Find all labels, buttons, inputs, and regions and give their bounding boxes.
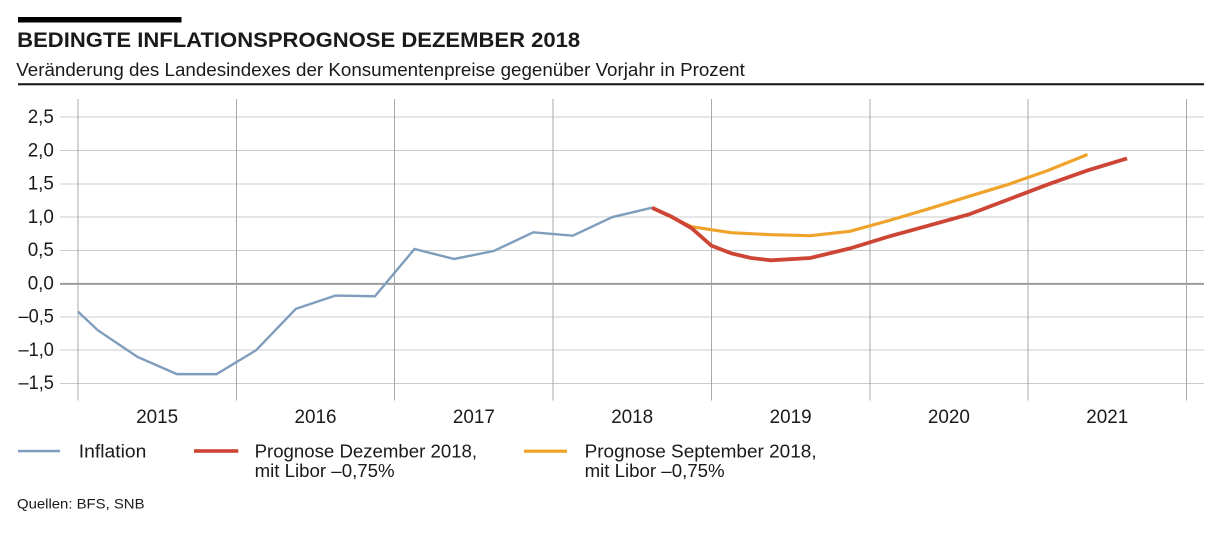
svg-text:mit Libor –0,75%: mit Libor –0,75% <box>585 461 725 481</box>
svg-text:1,5: 1,5 <box>28 174 54 195</box>
svg-text:2016: 2016 <box>295 406 337 428</box>
svg-text:Prognose September 2018,: Prognose September 2018, <box>585 441 817 461</box>
svg-text:2015: 2015 <box>136 406 178 428</box>
svg-text:–1,5: –1,5 <box>19 373 54 394</box>
svg-text:2020: 2020 <box>928 406 970 428</box>
svg-text:0,5: 0,5 <box>28 240 54 261</box>
svg-text:–1,0: –1,0 <box>19 340 54 361</box>
svg-text:1,0: 1,0 <box>28 207 54 228</box>
svg-text:2,5: 2,5 <box>28 107 54 128</box>
svg-text:Inflation: Inflation <box>79 441 147 461</box>
svg-text:mit Libor –0,75%: mit Libor –0,75% <box>255 461 395 481</box>
svg-text:Prognose Dezember 2018,: Prognose Dezember 2018, <box>255 441 477 461</box>
svg-text:2021: 2021 <box>1086 406 1128 428</box>
svg-text:–0,5: –0,5 <box>19 307 54 328</box>
svg-text:2018: 2018 <box>611 406 653 428</box>
svg-text:2019: 2019 <box>770 406 812 428</box>
svg-text:2017: 2017 <box>453 406 495 428</box>
svg-text:BEDINGTE INFLATIONSPROGNOSE DE: BEDINGTE INFLATIONSPROGNOSE DEZEMBER 201… <box>17 29 580 52</box>
svg-text:2,0: 2,0 <box>28 140 54 161</box>
svg-text:Veränderung des Landesindexes: Veränderung des Landesindexes der Konsum… <box>16 59 744 80</box>
svg-text:0,0: 0,0 <box>28 273 54 294</box>
svg-text:Quellen: BFS, SNB: Quellen: BFS, SNB <box>17 496 145 512</box>
